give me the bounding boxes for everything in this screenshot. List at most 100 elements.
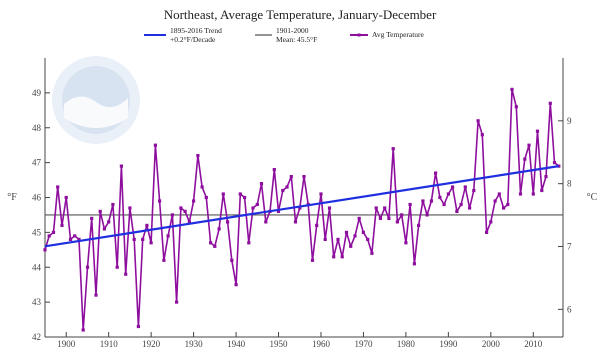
data-point-2015 [552,161,557,165]
data-point-2002 [497,192,501,196]
data-point-1929 [187,220,191,224]
x-tick-label-2000: 2000 [482,339,501,349]
data-point-2013 [544,175,548,179]
y2-tick-label-8: 8 [567,179,572,189]
data-point-1934 [209,241,213,245]
data-point-1920 [149,241,153,245]
data-point-1970 [361,230,365,234]
data-point-1991 [451,185,455,189]
data-point-1913 [119,164,123,168]
data-point-1939 [230,258,234,262]
data-point-1915 [128,206,132,210]
data-point-2001 [493,199,497,203]
data-point-1935 [213,244,217,248]
data-point-2011 [535,129,540,133]
data-point-1898 [56,185,60,189]
data-point-1949 [272,168,276,172]
data-point-1896 [47,234,51,238]
data-point-1994 [463,185,467,189]
data-point-1975 [383,206,387,210]
data-point-1901 [68,237,73,241]
data-point-1908 [98,209,102,213]
data-point-2003 [502,206,506,210]
x-tick-label-2010: 2010 [524,339,543,349]
data-point-1965 [340,255,344,259]
data-point-1912 [115,265,119,269]
data-point-2004 [506,202,510,207]
data-point-1926 [175,300,179,304]
y-tick-label-44: 44 [32,262,42,272]
x-tick-label-1900: 1900 [57,339,76,349]
data-point-1944 [251,206,255,210]
data-point-1972 [370,251,374,255]
data-point-1899 [60,223,64,227]
series-line-0 [44,88,560,331]
data-point-1918 [141,237,145,241]
y-axis-label-left: °F [7,192,17,203]
y2-tick-label-6: 6 [567,304,572,314]
data-point-1895 [43,248,47,252]
data-point-1909 [102,227,106,231]
data-point-1942 [243,195,247,200]
y-axis-label-right: °C [587,192,598,203]
data-point-1902 [73,234,77,238]
data-point-1928 [183,209,187,213]
data-point-2007 [518,192,523,196]
data-point-1945 [255,202,259,207]
data-point-1968 [353,234,357,238]
data-point-2005 [510,87,514,91]
data-point-2012 [540,188,544,193]
legend-item-mean: 1901-2000 Mean: 45.5°F [255,26,317,44]
data-point-2008 [523,157,527,161]
data-point-1904 [81,328,85,332]
y2-tick-label-7: 7 [567,242,572,252]
x-tick-label-1940: 1940 [227,339,246,349]
data-point-1974 [378,216,382,220]
data-point-1964 [336,237,340,241]
data-point-1937 [221,192,225,196]
data-point-1916 [132,237,136,241]
data-point-1947 [264,220,268,224]
x-tick-label-1910: 1910 [100,339,119,349]
x-tick-label-1990: 1990 [439,339,458,349]
x-axis-ticks: 1900 1910 1920 1930 1940 1950 1960 1970 1980 1990… [45,332,563,349]
data-point-1973 [374,206,378,210]
data-point-1938 [226,220,230,224]
data-point-1971 [366,237,370,241]
data-point-1961 [323,237,327,241]
data-point-1933 [204,195,208,200]
data-point-1987 [434,171,438,175]
x-tick-label-1960: 1960 [312,339,331,349]
data-point-1952 [285,185,289,189]
x-tick-label-1930: 1930 [185,339,204,349]
data-point-2016 [557,164,561,168]
data-point-1922 [158,199,162,203]
data-point-1897 [51,230,56,234]
data-point-1925 [170,213,174,217]
y-tick-label-49: 49 [32,88,42,98]
data-point-1990 [446,192,450,196]
data-point-1924 [166,234,170,238]
data-point-1988 [438,195,442,200]
data-point-1999 [485,230,489,234]
legend-label-trend: 1895-2016 Trend [170,26,222,35]
data-point-1997 [476,119,480,123]
trend-line [44,165,559,248]
data-point-1905 [85,265,90,269]
data-point-1911 [111,202,115,207]
data-point-1930 [192,199,196,203]
legend-label-mean: 1901-2000 [276,26,309,35]
data-point-2006 [514,105,518,109]
data-point-1982 [412,262,416,266]
x-tick-label-1920: 1920 [142,339,161,349]
legend-marker-avg-temperature [357,33,361,37]
legend: 1895-2016 Trend +0.2°F/Decade 1901-2000 … [144,26,425,44]
data-point-1951 [281,188,285,193]
noaa-logo [52,56,140,144]
data-point-1979 [400,213,404,217]
data-point-1936 [217,227,221,231]
data-point-1950 [276,209,281,213]
data-point-1927 [179,206,183,210]
data-point-1906 [90,216,94,220]
